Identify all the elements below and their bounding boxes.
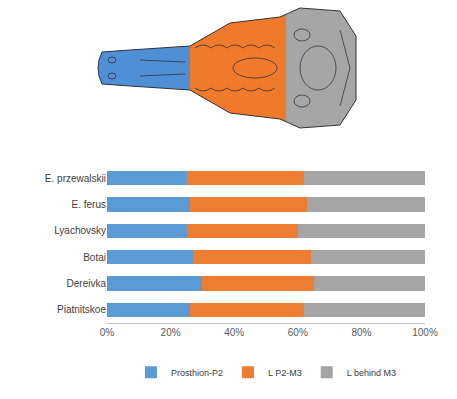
svg-text:Prosthion-P2: Prosthion-P2 xyxy=(171,368,223,378)
svg-text:E. przewalskii: E. przewalskii xyxy=(45,173,106,184)
svg-text:Dereivka: Dereivka xyxy=(67,278,107,289)
svg-text:E. ferus: E. ferus xyxy=(72,199,106,210)
svg-text:60%: 60% xyxy=(288,327,308,338)
svg-text:Lyachovsky: Lyachovsky xyxy=(54,225,106,236)
svg-text:L behind M3: L behind M3 xyxy=(347,368,396,378)
svg-text:Botai: Botai xyxy=(83,252,106,263)
svg-text:Piatnitskoe: Piatnitskoe xyxy=(57,304,106,315)
svg-text:0%: 0% xyxy=(100,327,115,338)
svg-text:20%: 20% xyxy=(161,327,181,338)
svg-text:40%: 40% xyxy=(224,327,244,338)
svg-text:80%: 80% xyxy=(351,327,371,338)
svg-text:100%: 100% xyxy=(412,327,438,338)
svg-text:L P2-M3: L P2-M3 xyxy=(268,368,302,378)
